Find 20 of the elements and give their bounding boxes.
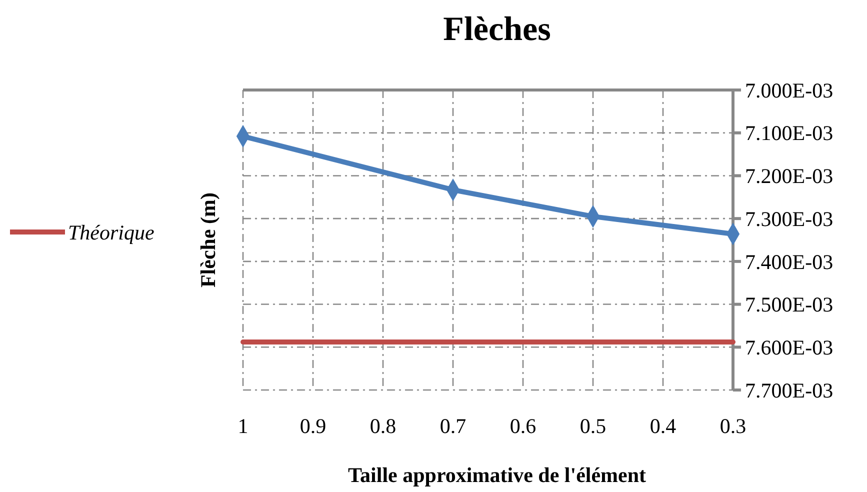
x-tick-label: 0.9 <box>300 414 326 438</box>
x-tick-label: 0.5 <box>580 414 606 438</box>
x-tick-label: 0.3 <box>720 414 746 438</box>
legend-label: Théorique <box>68 220 154 244</box>
y-axis-title: Flèche (m) <box>196 192 220 288</box>
y-tick-label: 7.100E-03 <box>745 121 834 146</box>
x-axis-title: Taille approximative de l'élément <box>348 463 646 487</box>
x-tick-label: 0.7 <box>440 414 466 438</box>
y-tick-label: 7.200E-03 <box>745 164 834 188</box>
y-tick-label: 7.600E-03 <box>745 335 834 360</box>
x-tick-label: 0.6 <box>510 414 536 438</box>
x-tick-label: 1 <box>238 414 248 438</box>
y-tick-label: 7.500E-03 <box>745 292 834 317</box>
chart-title: Flèches <box>443 11 551 48</box>
y-tick-label: 7.400E-03 <box>745 250 834 274</box>
x-tick-label: 0.8 <box>370 414 396 438</box>
y-tick-label: 7.300E-03 <box>745 206 834 231</box>
y-tick-label: 7.700E-03 <box>745 378 834 402</box>
x-tick-label: 0.4 <box>650 414 677 438</box>
y-tick-label: 7.000E-03 <box>745 78 834 102</box>
